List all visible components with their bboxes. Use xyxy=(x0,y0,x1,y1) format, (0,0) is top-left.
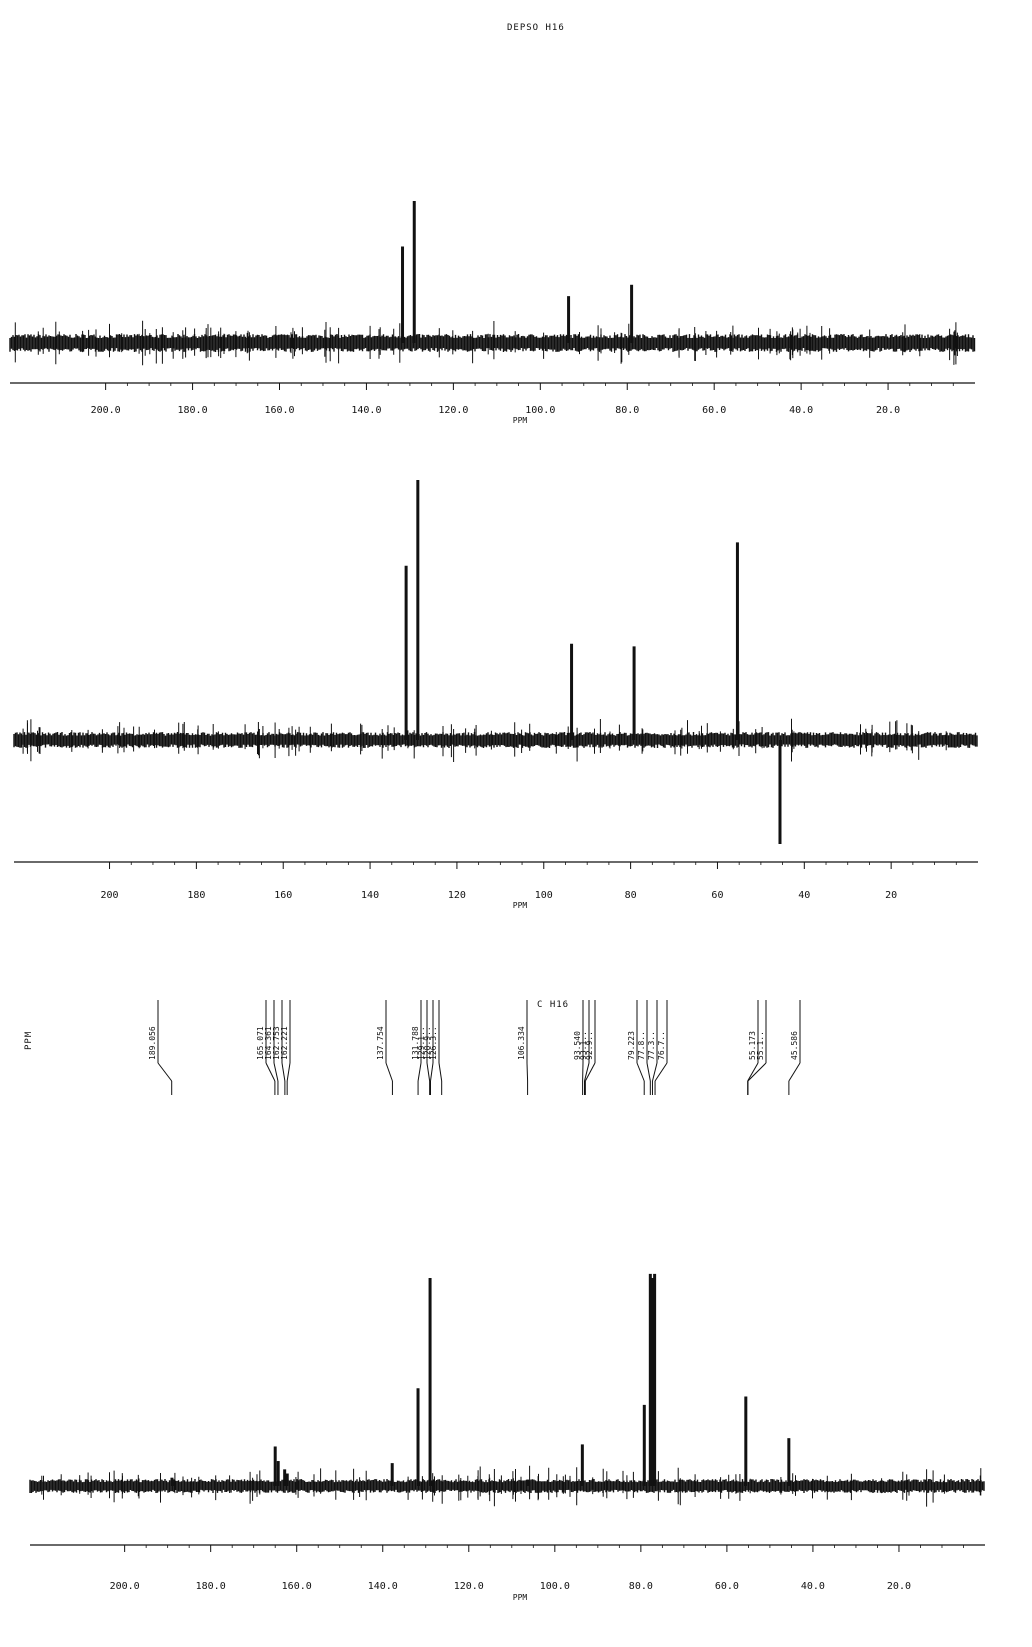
x-axis-label: PPM xyxy=(513,1593,528,1602)
x-tick-label: 60.0 xyxy=(702,405,726,416)
peak-label-connector xyxy=(385,1062,393,1082)
peak-label-connector xyxy=(265,1062,276,1082)
x-tick-label: 40.0 xyxy=(801,1581,825,1592)
peak-label-connector xyxy=(430,1062,434,1082)
peak-label: 162.221 xyxy=(280,1026,289,1060)
peak-label: 106.334 xyxy=(517,1026,526,1060)
peak-label-connector xyxy=(636,1062,645,1082)
peak-label-connector xyxy=(584,1062,590,1082)
x-tick-label: 200 xyxy=(101,890,119,901)
peak-label-connector xyxy=(526,1062,529,1082)
peak-label-connector xyxy=(273,1062,279,1082)
chart-bottom-spectrum: 200.0 180.0 160.0 140.0 120.0 100.0 80.0 60.0 40… xyxy=(29,1273,985,1602)
x-tick-label: 20.0 xyxy=(887,1581,911,1592)
peak-label: 45.586 xyxy=(790,1031,799,1060)
peak-label-connector xyxy=(747,1062,759,1082)
peak-label: 92.9.. xyxy=(585,1031,594,1060)
x-tick-label: 80.0 xyxy=(629,1581,653,1592)
peak-label-connector xyxy=(426,1062,431,1082)
peak-label: 162.753 xyxy=(272,1026,281,1060)
x-tick-label: 120.0 xyxy=(438,405,468,416)
x-tick-label: 40.0 xyxy=(789,405,813,416)
x-tick-label: 180.0 xyxy=(178,405,208,416)
peak-label: 76.7.. xyxy=(657,1031,666,1060)
peak-label-connector xyxy=(286,1062,291,1082)
peak-label: 129.1.. xyxy=(417,1026,426,1060)
baseline-spikes xyxy=(41,1465,982,1507)
x-tick-label: 200.0 xyxy=(110,1581,140,1592)
peak-list-title: C H16 xyxy=(537,1000,570,1010)
x-tick-label: 120 xyxy=(448,890,466,901)
chart-top-spectrum: 200.0 180.0 160.0 140.0 120.0 100.0 80.0 60.0 40… xyxy=(9,201,976,425)
x-tick-label: 160.0 xyxy=(282,1581,312,1592)
peak-label: 126.3.. xyxy=(429,1026,438,1060)
x-tick-label: 180.0 xyxy=(196,1581,226,1592)
x-tick-label: 120.0 xyxy=(454,1581,484,1592)
peak-label-connector xyxy=(654,1062,668,1082)
peak-label-strip: 189.056 165.071 164.361 162.753 162.221 137.7… xyxy=(148,1000,801,1095)
sheet-title: DEPSO H16 xyxy=(507,23,565,33)
peak-label: 93.540 xyxy=(573,1031,582,1060)
peak-label-connector xyxy=(584,1062,596,1082)
peak-label-connector xyxy=(438,1062,443,1082)
peak-label: 164.361 xyxy=(264,1026,273,1060)
peak-label-connector xyxy=(651,1062,658,1082)
chart-middle-spectrum: 200 180 160 140 120 100 80 60 40 20 PPM xyxy=(13,480,978,910)
baseline-spikes xyxy=(22,718,947,762)
peak-label-connector xyxy=(646,1062,651,1082)
peak-label: 137.754 xyxy=(376,1026,385,1060)
x-tick-label: 100 xyxy=(535,890,553,901)
peak-label-connector xyxy=(417,1062,422,1082)
peak-label: 128.9.. xyxy=(423,1026,432,1060)
x-tick-label: 140.0 xyxy=(351,405,381,416)
x-tick-label: 200.0 xyxy=(91,405,121,416)
peak-label-connector xyxy=(747,1062,767,1082)
x-tick-label: 40 xyxy=(798,890,810,901)
baseline-noise xyxy=(13,732,978,748)
x-tick-label: 60.0 xyxy=(715,1581,739,1592)
baseline-noise xyxy=(29,1479,985,1493)
x-tick-label: 80 xyxy=(625,890,637,901)
x-tick-label: 100.0 xyxy=(540,1581,570,1592)
x-tick-label: 20 xyxy=(885,890,897,901)
peak-label: 79.223 xyxy=(627,1031,636,1060)
baseline-spikes xyxy=(14,320,958,366)
x-tick-label: 160 xyxy=(274,890,292,901)
peak-label: 77.8.. xyxy=(637,1031,646,1060)
peak-label: 55.1.. xyxy=(756,1031,765,1060)
peak-label-connector xyxy=(788,1062,801,1082)
x-tick-label: 20.0 xyxy=(876,405,900,416)
peak-label: 55.173 xyxy=(748,1031,757,1060)
x-tick-label: 140.0 xyxy=(368,1581,398,1592)
peak-label: 93.1.. xyxy=(579,1031,588,1060)
x-tick-label: 180 xyxy=(187,890,205,901)
x-tick-label: 60 xyxy=(711,890,723,901)
peak-label-connector xyxy=(157,1062,173,1082)
peak-label-connector xyxy=(281,1062,286,1082)
x-tick-label: 160.0 xyxy=(264,405,294,416)
peak-label: 189.056 xyxy=(148,1026,157,1060)
x-axis-label: PPM xyxy=(513,901,528,910)
peak-label: 131.788 xyxy=(411,1026,420,1060)
x-tick-label: 140 xyxy=(361,890,379,901)
peak-label: 165.071 xyxy=(256,1026,265,1060)
x-axis-label: PPM xyxy=(513,416,528,425)
x-tick-label: 100.0 xyxy=(525,405,555,416)
x-tick-label: 80.0 xyxy=(615,405,639,416)
peak-label: 77.3.. xyxy=(647,1031,656,1060)
